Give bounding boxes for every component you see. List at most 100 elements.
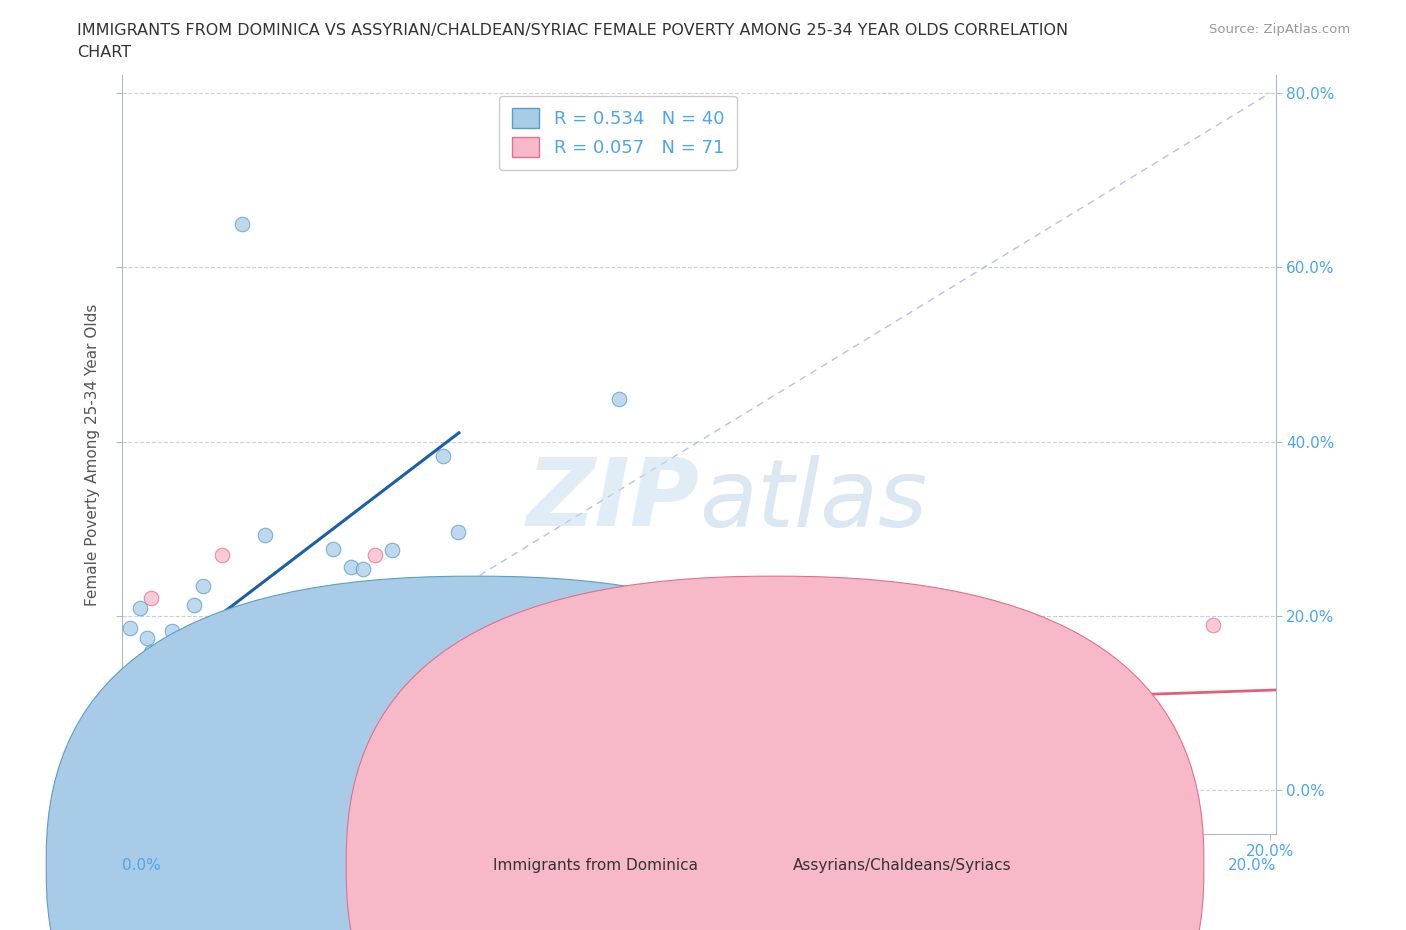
Point	[352, 604, 374, 619]
Point	[292, 721, 315, 736]
Point	[215, 751, 238, 765]
Point	[381, 542, 404, 557]
Point	[430, 751, 453, 766]
Point	[364, 704, 387, 719]
Point	[1025, 690, 1047, 705]
Point	[139, 705, 162, 720]
Point	[339, 738, 361, 753]
Point	[606, 709, 628, 724]
Point	[148, 728, 170, 743]
Point	[160, 624, 183, 639]
Point	[118, 620, 141, 635]
Point	[121, 701, 143, 716]
Y-axis label: Female Poverty Among 25-34 Year Olds: Female Poverty Among 25-34 Year Olds	[86, 303, 100, 605]
Point	[420, 672, 443, 687]
Point	[146, 724, 169, 739]
Point	[402, 698, 425, 712]
Point	[560, 707, 582, 722]
Text: 20.0%: 20.0%	[1227, 857, 1275, 873]
Point	[364, 548, 387, 563]
Text: CHART: CHART	[77, 45, 131, 60]
Point	[574, 638, 596, 653]
Point	[139, 591, 162, 605]
Text: atlas: atlas	[699, 455, 927, 546]
Point	[381, 769, 404, 784]
Point	[117, 686, 139, 701]
Point	[159, 720, 181, 735]
Point	[464, 740, 486, 755]
Point	[901, 626, 924, 641]
Point	[150, 664, 173, 679]
Point	[266, 677, 288, 692]
Point	[132, 660, 155, 675]
Point	[262, 638, 284, 653]
Point	[139, 724, 162, 738]
Point	[211, 548, 233, 563]
Point	[322, 541, 344, 556]
Point	[194, 750, 217, 764]
Point	[350, 615, 373, 630]
Point	[163, 751, 186, 766]
Point	[176, 707, 198, 722]
Point	[252, 747, 274, 762]
Point	[531, 667, 554, 682]
Text: ZIP: ZIP	[526, 454, 699, 546]
Point	[212, 730, 235, 745]
Point	[280, 620, 302, 635]
Point	[191, 578, 214, 593]
Point	[1202, 618, 1225, 632]
Point	[301, 629, 323, 644]
Point	[692, 761, 714, 776]
Point	[134, 739, 156, 754]
Point	[1135, 734, 1157, 749]
Point	[121, 669, 143, 684]
Point	[131, 785, 153, 800]
Point	[172, 761, 194, 776]
Point	[121, 751, 143, 765]
Point	[886, 638, 908, 653]
Point	[638, 721, 661, 736]
Point	[167, 755, 190, 770]
Point	[176, 746, 198, 761]
Point	[208, 619, 231, 634]
Point	[297, 685, 319, 700]
Point	[550, 664, 572, 679]
Point	[183, 598, 205, 613]
Point	[575, 665, 598, 680]
Point	[231, 216, 253, 231]
Point	[432, 448, 454, 463]
Point	[418, 631, 440, 646]
Point	[679, 695, 702, 710]
Point	[184, 631, 207, 646]
Point	[607, 392, 630, 406]
Point	[860, 684, 883, 698]
Point	[136, 631, 159, 645]
Point	[163, 658, 186, 673]
Text: 0.0%: 0.0%	[122, 857, 160, 873]
Point	[142, 817, 165, 831]
Point	[253, 527, 276, 542]
Point	[139, 644, 162, 659]
Point	[117, 778, 139, 793]
Point	[561, 735, 583, 750]
Point	[325, 707, 347, 722]
Point	[207, 660, 229, 675]
Point	[179, 735, 201, 750]
Point	[129, 723, 152, 737]
Point	[118, 725, 141, 740]
Text: Assyrians/Chaldeans/Syriacs: Assyrians/Chaldeans/Syriacs	[793, 857, 1012, 873]
Point	[259, 655, 281, 670]
Point	[249, 722, 271, 737]
Point	[605, 718, 627, 733]
Text: Immigrants from Dominica: Immigrants from Dominica	[494, 857, 699, 873]
Point	[121, 675, 143, 690]
Point	[922, 798, 945, 813]
Text: IMMIGRANTS FROM DOMINICA VS ASSYRIAN/CHALDEAN/SYRIAC FEMALE POVERTY AMONG 25-34 : IMMIGRANTS FROM DOMINICA VS ASSYRIAN/CHA…	[77, 23, 1069, 38]
Point	[690, 707, 713, 722]
Point	[461, 707, 484, 722]
Point	[624, 717, 647, 732]
Point	[221, 711, 243, 725]
Point	[146, 702, 169, 717]
Point	[340, 560, 363, 575]
Point	[801, 770, 824, 785]
